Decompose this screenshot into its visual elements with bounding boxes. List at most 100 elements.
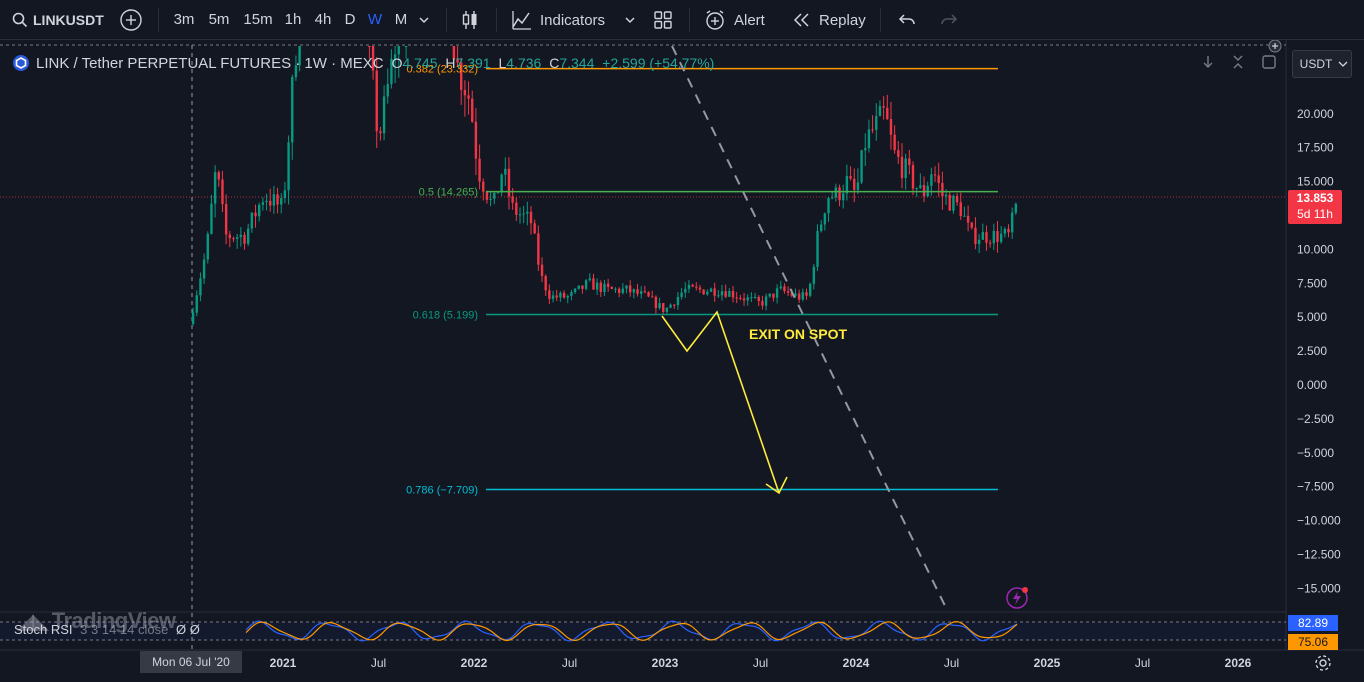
candle-body [625,285,628,289]
candle-body [228,234,232,239]
divider [496,8,497,32]
collapse-icon [1233,55,1243,69]
time-tick-label: Jul [562,656,577,670]
exit-on-spot-annotation[interactable]: EXIT ON SPOT [749,326,847,342]
candle-body [808,283,812,296]
candle-body [933,174,937,176]
timeframe-15m[interactable]: 15m [243,11,273,28]
timeframe-m[interactable]: M [394,11,408,28]
candle-body [739,297,742,299]
candle-body [665,307,669,312]
time-tick-label: 2022 [461,656,488,670]
candle-body [717,295,720,297]
candle-body [915,188,918,190]
candle-body [669,304,672,308]
candle-body [801,292,805,300]
indicators-label: Indicators [540,11,606,29]
ohlc-change: +2.599 (+54.77%) [602,55,715,71]
candle-body [963,215,966,217]
candle-body [386,84,389,97]
currency-button[interactable]: USDT [1292,50,1352,78]
candle-body [511,196,514,203]
candle-body [728,290,731,297]
candle-body [897,150,900,157]
candle-body [867,129,871,149]
candle-body [996,231,999,242]
timeframe-1h[interactable]: 1h [284,11,302,28]
candle-body [467,95,470,99]
candle-body [875,115,878,130]
candle-body [261,202,265,205]
candle-body [206,233,209,260]
candle-body [537,233,540,265]
bolt-action-button[interactable] [1005,586,1029,610]
annotation-text: EXIT ON SPOT [749,326,848,342]
candle-body [999,233,1003,242]
candle-body [878,106,882,116]
candle-body [992,231,996,244]
alert-button[interactable]: Alert [704,0,765,40]
candle-body [724,291,727,297]
chart-type-button[interactable] [460,0,480,40]
watermark-text: TradingView [51,608,176,633]
candle-body [379,131,382,134]
add-pane-button[interactable] [1266,39,1284,54]
time-tick-label: Jul [371,656,386,670]
candle-body [232,238,235,240]
ohlc-l-key: L [498,55,507,71]
timeframe-d[interactable]: D [344,11,356,28]
timeframe-dropdown-button[interactable] [418,0,430,40]
price-tick-label: 17.500 [1297,141,1334,155]
candle-body [952,195,955,211]
dashed-trendline [671,45,949,613]
scroll-down-button[interactable] [1198,52,1218,72]
collapse-pane-button[interactable] [1228,52,1248,72]
timeframe-4h[interactable]: 4h [314,11,332,28]
candle-body [581,285,584,289]
candle-body [709,288,713,292]
symbol-title[interactable]: LINK / Tether PERPETUAL FUTURES · 1W · M… [36,54,384,72]
candle-body [812,266,816,284]
candle-body [390,58,393,85]
candle-body [235,237,239,239]
chart-settings-button[interactable] [1312,652,1334,674]
timeframe-w[interactable]: W [367,11,383,28]
candle-body [573,288,577,293]
redo-button[interactable] [940,0,958,40]
candle-body [588,278,591,281]
layouts-button[interactable] [653,0,673,40]
candle-body [643,291,647,293]
candle-body [217,172,220,180]
undo-button[interactable] [898,0,916,40]
candle-body [617,288,621,293]
candle-body [291,77,294,143]
candle-body [595,282,599,290]
candle-body [742,298,746,301]
stoch-d-line [245,620,1018,642]
symbol-search-button[interactable]: LINKUSDT [12,0,104,40]
candle-body [658,303,661,309]
candle-body [485,191,489,200]
candle-body [540,264,544,276]
replay-button[interactable]: Replay [792,0,866,40]
timeframe-5m[interactable]: 5m [208,11,230,28]
candle-body [750,297,753,299]
stoch-rsi-legend[interactable]: Stoch RSI 3 3 14 14 close Ø Ø [14,622,200,637]
chevron-down-icon [419,17,429,24]
indicators-button[interactable]: Indicators [511,0,605,40]
candle-body [195,295,198,313]
indicators-dropdown-button[interactable] [624,0,636,40]
candle-body [871,129,874,131]
candle-body [606,283,610,287]
candle-body [1010,212,1014,233]
time-tick-label: 2023 [652,656,679,670]
candle-body [632,289,636,293]
candle-body [603,283,606,292]
maximize-pane-button[interactable] [1259,52,1279,72]
candle-body [621,288,625,293]
compare-symbol-button[interactable] [120,0,142,40]
timeframe-3m[interactable]: 3m [173,11,195,28]
candle-body [908,158,911,165]
candle-body [250,212,254,229]
